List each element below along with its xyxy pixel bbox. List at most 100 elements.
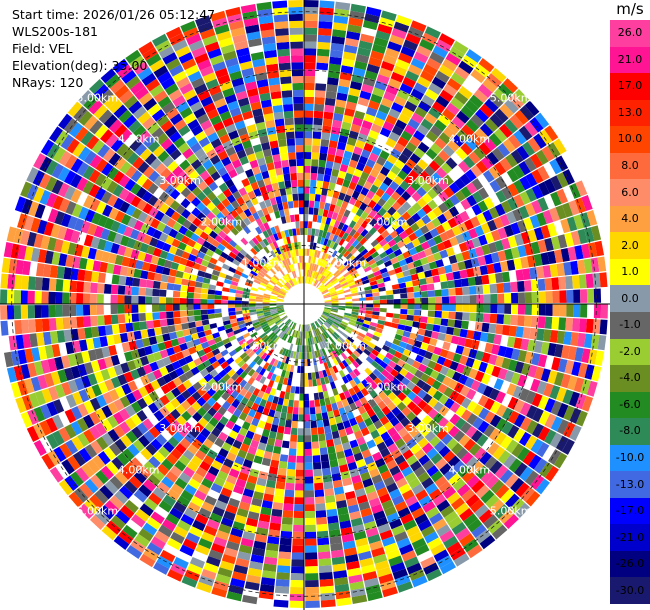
velocity-gate (465, 49, 482, 63)
velocity-gate (342, 51, 357, 61)
velocity-gate (400, 45, 416, 58)
velocity-gate (317, 385, 323, 393)
velocity-gate (493, 378, 504, 391)
velocity-gate (494, 161, 507, 176)
velocity-gate (330, 295, 338, 299)
velocity-gate (286, 138, 296, 146)
velocity-gate (143, 548, 159, 562)
velocity-gate (195, 544, 210, 556)
velocity-gate (316, 523, 328, 532)
velocity-gate (314, 350, 319, 359)
velocity-gate (195, 513, 209, 525)
velocity-gate (471, 178, 484, 191)
velocity-gate (473, 331, 482, 341)
velocity-gate (429, 369, 440, 380)
velocity-gate (434, 289, 442, 297)
velocity-gate (39, 420, 52, 436)
velocity-gate (305, 559, 318, 567)
velocity-gate (312, 138, 321, 146)
velocity-gate (361, 120, 373, 130)
velocity-gate (290, 434, 298, 442)
velocity-gate (418, 278, 427, 286)
velocity-gate (230, 381, 239, 390)
velocity-gate (108, 252, 117, 264)
velocity-gate (247, 385, 256, 394)
velocity-gate (309, 263, 313, 271)
velocity-gate (319, 285, 326, 291)
velocity-gate (72, 391, 84, 406)
velocity-gate (377, 523, 391, 534)
velocity-gate (569, 424, 582, 441)
velocity-gate (507, 359, 518, 372)
velocity-gate (570, 260, 579, 275)
velocity-gate (263, 493, 274, 502)
velocity-gate (220, 251, 229, 260)
velocity-gate (380, 97, 394, 108)
velocity-gate (517, 244, 527, 258)
velocity-gate (270, 309, 278, 313)
velocity-gate (186, 406, 197, 417)
velocity-gate (573, 289, 581, 303)
velocity-gate (245, 399, 254, 409)
velocity-gate (407, 390, 417, 401)
velocity-gate (477, 83, 493, 98)
velocity-gate (282, 377, 289, 386)
velocity-gate (41, 291, 49, 304)
velocity-gate (51, 251, 61, 266)
velocity-gate (511, 443, 525, 458)
velocity-gate (192, 411, 203, 423)
velocity-gate (462, 54, 478, 69)
velocity-gate (550, 191, 562, 207)
velocity-gate (428, 261, 438, 270)
velocity-gate (311, 152, 320, 160)
velocity-gate (110, 220, 121, 233)
velocity-gate (52, 399, 65, 414)
velocity-gate (459, 385, 471, 397)
velocity-gate (171, 420, 182, 432)
velocity-gate (430, 353, 440, 363)
velocity-gate (436, 428, 448, 441)
velocity-gate (482, 313, 491, 323)
velocity-gate (304, 27, 318, 35)
velocity-gate (402, 396, 412, 407)
velocity-gate (311, 263, 315, 271)
velocity-gate (166, 311, 174, 319)
velocity-gate (137, 347, 147, 358)
velocity-gate (71, 436, 84, 451)
velocity-gate (175, 404, 186, 415)
velocity-gate (304, 20, 318, 28)
velocity-gate (377, 23, 393, 35)
velocity-gate (74, 352, 84, 365)
velocity-gate (100, 228, 111, 240)
velocity-gate (262, 324, 270, 331)
velocity-gate (142, 479, 157, 492)
velocity-gate (97, 451, 111, 465)
velocity-gate (361, 262, 370, 270)
velocity-gate (470, 133, 484, 147)
velocity-gate (236, 286, 244, 292)
velocity-gate (442, 341, 451, 351)
velocity-gate (416, 186, 427, 198)
velocity-gate (430, 452, 443, 465)
velocity-gate (36, 332, 45, 347)
velocity-gate (515, 482, 530, 498)
velocity-gate (138, 386, 149, 398)
velocity-gate (226, 452, 237, 462)
velocity-gate (54, 356, 64, 371)
velocity-gate (534, 366, 545, 380)
velocity-gate (305, 573, 319, 581)
velocity-gate (505, 493, 520, 509)
velocity-gate (537, 316, 546, 329)
velocity-gate (281, 517, 293, 525)
velocity-gate (325, 501, 337, 511)
velocity-gate (200, 299, 208, 304)
velocity-gate (295, 337, 299, 345)
velocity-gate (471, 237, 482, 248)
velocity-gate (288, 455, 297, 463)
velocity-gate (292, 322, 297, 330)
velocity-gate (300, 366, 304, 374)
velocity-gate (351, 445, 361, 455)
velocity-gate (470, 164, 483, 178)
velocity-gate (266, 415, 274, 425)
